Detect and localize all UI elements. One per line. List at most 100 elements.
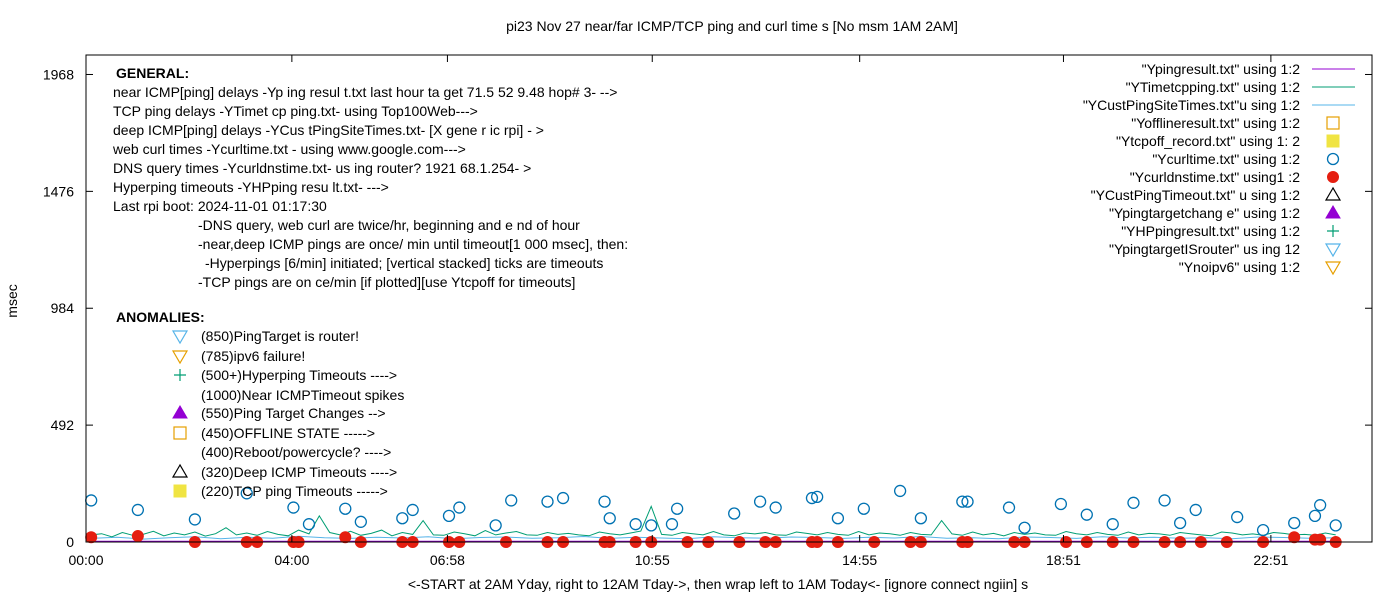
data-point <box>453 501 466 514</box>
general-note-line: -DNS query, web curl are twice/hr, begin… <box>198 217 580 233</box>
data-point <box>728 507 741 520</box>
data-point <box>1173 516 1187 530</box>
y-tick-label: 984 <box>51 300 75 316</box>
y-tick-label: 1476 <box>43 183 74 199</box>
legend-marker <box>1326 116 1340 130</box>
anomaly-marker <box>171 350 189 365</box>
general-note-line: Hyperping timeouts -YHPping resu lt.txt-… <box>113 179 389 195</box>
anomaly-marker <box>171 463 189 478</box>
legend-label: "YpingtargetISrouter" us ing 12 <box>1109 241 1300 257</box>
legend-label: "YCustPingSiteTimes.txt"u sing 1:2 <box>1083 97 1300 113</box>
data-point <box>556 491 570 505</box>
x-tick-label: 10:55 <box>635 552 670 568</box>
data-point <box>1329 519 1342 532</box>
data-point <box>442 509 456 523</box>
anomaly-note-line: (450)OFFLINE STATE -----> <box>201 425 375 441</box>
general-note-line: TCP ping delays -YTimet cp ping.txt- usi… <box>113 103 478 119</box>
data-point <box>811 490 824 504</box>
legend-marker <box>1327 225 1339 237</box>
anomaly-note-line: (400)Reboot/powercycle? ----> <box>201 444 391 460</box>
legend-marker <box>1324 186 1342 201</box>
notes-panel: GENERAL: near ICMP[ping] delays -Yp ing r… <box>112 65 628 499</box>
data-point <box>489 519 502 532</box>
legend-label: "Ypingresult.txt" using 1:2 <box>1142 61 1301 77</box>
data-point <box>1080 508 1093 521</box>
legend-label: "Ycurldnstime.txt" using1 :2 <box>1130 169 1300 185</box>
anomaly-marker <box>174 369 186 381</box>
general-heading: GENERAL: <box>116 65 189 81</box>
data-point <box>603 512 616 525</box>
data-point <box>914 512 928 525</box>
general-note-line: -TCP pings are on ce/min [if plotted][us… <box>198 274 575 290</box>
data-point <box>670 502 684 515</box>
data-point <box>354 515 367 528</box>
legend-marker <box>1327 171 1339 183</box>
anomaly-marker <box>171 330 189 345</box>
data-point <box>857 502 870 515</box>
legend-marker <box>1326 152 1340 166</box>
legend: "Ypingresult.txt" using 1:2 "YTimetcpping… <box>1083 61 1355 276</box>
x-tick-label: 14:55 <box>842 552 877 568</box>
data-point <box>645 519 658 532</box>
anomaly-marker <box>173 426 187 440</box>
x-tick-label: 06:58 <box>430 552 465 568</box>
series-line-3 <box>91 535 1336 540</box>
plot-frame <box>85 54 1373 543</box>
anomaly-note-line: (850)PingTarget is router! <box>201 328 359 344</box>
y-tick-label: 0 <box>66 534 74 550</box>
data-point <box>598 495 611 508</box>
general-note-line: -near,deep ICMP pings are once/ min unti… <box>198 236 628 252</box>
legend-label: "YHPpingresult.txt" using 1:2 <box>1121 223 1300 239</box>
y-axis-label: msec <box>4 284 20 317</box>
general-note-line: DNS query times -Ycurldnstime.txt- us in… <box>113 160 531 176</box>
x-tick-label: 18:51 <box>1046 552 1081 568</box>
legend-marker <box>1324 243 1342 258</box>
data-point <box>1106 518 1119 531</box>
series-line-2 <box>91 505 1336 538</box>
legend-label: "YTimetcpping.txt" using 1:2 <box>1126 79 1301 95</box>
data-point <box>131 530 144 543</box>
legend-label: "Ycurltime.txt" using 1:2 <box>1152 151 1300 167</box>
data-point <box>1313 499 1327 512</box>
legend-label: "Yofflineresult.txt" using 1:2 <box>1131 115 1300 131</box>
anomaly-note-line: (320)Deep ICMP Timeouts ----> <box>201 464 397 480</box>
legend-label: "YCustPingTimeout.txt" u sing 1:2 <box>1091 187 1301 203</box>
anomaly-marker <box>172 405 188 419</box>
x-tick-label: 04:00 <box>274 552 309 568</box>
data-point <box>1189 503 1202 517</box>
data-point <box>665 518 679 531</box>
data-point <box>396 512 409 525</box>
legend-label: "Ypingtargetchang e" using 1:2 <box>1109 205 1300 221</box>
anomalies-heading: ANOMALIES: <box>116 309 205 325</box>
data-point <box>753 495 767 508</box>
data-point <box>1288 516 1301 530</box>
data-point <box>131 503 145 517</box>
data-point <box>1158 494 1171 507</box>
legend-label: "Ynoipv6" using 1:2 <box>1179 259 1300 275</box>
data-point <box>956 495 969 508</box>
general-note-line: -Hyperpings [6/min] initiated; [vertical… <box>205 255 603 271</box>
data-point <box>1231 510 1244 524</box>
legend-marker <box>1325 205 1341 219</box>
data-point <box>1018 521 1031 534</box>
anomaly-note-line: (550)Ping Target Changes --> <box>201 405 386 421</box>
x-tick-label: 00:00 <box>68 552 103 568</box>
data-point <box>505 494 518 507</box>
data-point <box>339 531 352 544</box>
general-note-line: web curl times -Ycurltime.txt - using ww… <box>112 141 466 157</box>
chart-title: pi23 Nov 27 near/far ICMP/TCP ping and c… <box>506 18 958 34</box>
data-point <box>629 518 642 531</box>
data-point <box>339 502 352 515</box>
data-point <box>406 503 419 517</box>
data-point <box>1002 501 1016 514</box>
anomaly-marker <box>173 484 187 498</box>
general-note-line: near ICMP[ping] delays -Yp ing resul t.t… <box>113 84 617 100</box>
legend-marker <box>1324 261 1342 276</box>
data-point <box>188 513 202 526</box>
data-point <box>893 484 907 498</box>
anomaly-note-line: (785)ipv6 failure! <box>201 348 305 364</box>
x-tick-label: 22:51 <box>1253 552 1288 568</box>
anomaly-note-line: (1000)Near ICMPTimeout spikes <box>201 387 404 403</box>
data-point <box>240 487 253 500</box>
